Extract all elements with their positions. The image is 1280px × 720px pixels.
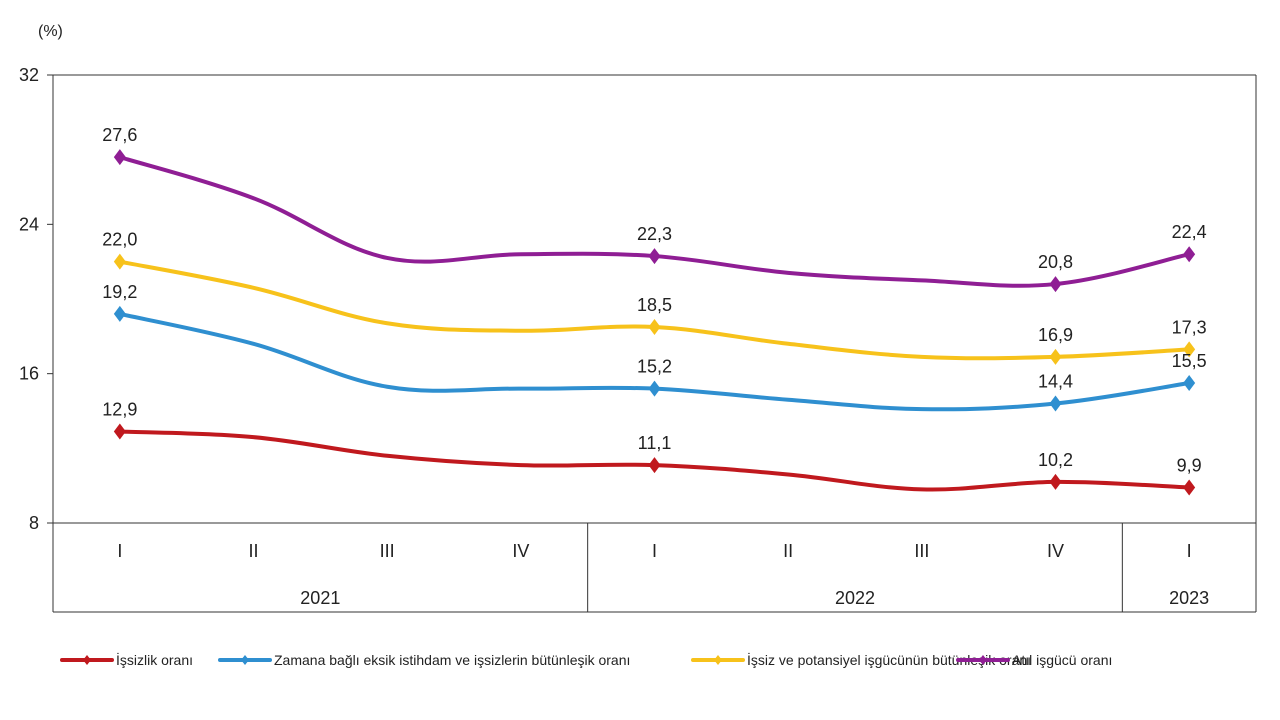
x-category-label: IV bbox=[512, 541, 529, 561]
data-label: 22,0 bbox=[102, 230, 137, 250]
legend-swatch-marker bbox=[241, 655, 249, 665]
plot-area bbox=[47, 74, 1257, 613]
legend-swatch-marker bbox=[714, 655, 722, 665]
data-point-marker bbox=[1183, 479, 1196, 496]
data-point-marker bbox=[1183, 375, 1196, 391]
series-line bbox=[117, 155, 1192, 288]
series-markers bbox=[113, 149, 1196, 496]
y-tick-label: 8 bbox=[29, 513, 39, 533]
data-label: 16,9 bbox=[1038, 325, 1073, 345]
x-category-label: III bbox=[380, 541, 395, 561]
data-point-marker bbox=[648, 380, 661, 397]
data-label: 10,2 bbox=[1038, 450, 1073, 470]
y-tick-label: 24 bbox=[19, 214, 39, 234]
data-point-marker bbox=[113, 423, 126, 440]
x-category-label: I bbox=[1187, 541, 1192, 561]
x-axis-category-labels: I II III IV I II III IV I bbox=[117, 541, 1191, 561]
x-year-label: 2021 bbox=[300, 588, 340, 608]
legend: İşsizlik oranı Zamana bağlı eksik istihda… bbox=[60, 651, 1112, 668]
data-point-marker bbox=[1049, 395, 1062, 412]
x-category-label: I bbox=[117, 541, 122, 561]
data-label: 15,2 bbox=[637, 357, 672, 377]
y-axis-tick-labels: 8 16 24 32 bbox=[19, 65, 39, 533]
x-category-label: III bbox=[914, 541, 929, 561]
y-axis-unit-label: (%) bbox=[38, 23, 63, 40]
data-label: 17,3 bbox=[1172, 317, 1207, 337]
data-point-marker bbox=[648, 457, 661, 474]
x-category-label: II bbox=[248, 541, 258, 561]
y-tick-label: 32 bbox=[19, 65, 39, 85]
data-point-marker bbox=[113, 305, 126, 322]
data-label: 22,3 bbox=[637, 224, 672, 244]
data-label: 12,9 bbox=[102, 400, 137, 420]
legend-label: Zamana bağlı eksik istihdam ve işsizleri… bbox=[274, 652, 630, 668]
x-year-label: 2023 bbox=[1169, 588, 1209, 608]
data-point-marker bbox=[1049, 348, 1062, 365]
legend-label: İşsizlik oranı bbox=[116, 651, 193, 668]
data-point-marker bbox=[1049, 276, 1062, 293]
x-axis-year-labels: 2021 2022 2023 bbox=[300, 588, 1209, 608]
data-label: 14,4 bbox=[1038, 372, 1073, 392]
legend-swatch-marker bbox=[979, 655, 987, 665]
y-tick-label: 16 bbox=[19, 364, 39, 384]
data-label: 9,9 bbox=[1177, 456, 1202, 476]
data-label: 18,5 bbox=[637, 295, 672, 315]
data-point-marker bbox=[1183, 341, 1196, 358]
x-category-label: II bbox=[783, 541, 793, 561]
data-point-marker bbox=[1049, 473, 1062, 490]
data-label: 15,5 bbox=[1172, 351, 1207, 371]
data-point-marker bbox=[113, 253, 126, 270]
data-label: 20,8 bbox=[1038, 252, 1073, 272]
data-label: 11,1 bbox=[638, 433, 672, 453]
legend-swatch-marker bbox=[83, 655, 91, 665]
x-category-label: I bbox=[652, 541, 657, 561]
data-point-marker bbox=[1183, 246, 1196, 263]
data-point-marker bbox=[648, 248, 661, 265]
x-year-label: 2022 bbox=[835, 588, 875, 608]
data-point-marker bbox=[113, 149, 126, 166]
x-category-label: IV bbox=[1047, 541, 1064, 561]
legend-label: İşsiz ve potansiyel işgücünün bütünleşik… bbox=[747, 651, 1031, 668]
data-label: 27,6 bbox=[102, 125, 137, 145]
data-point-marker bbox=[648, 319, 661, 335]
legend-label: Atıl işgücü oranı bbox=[1012, 652, 1112, 668]
data-labels: 12,9 11,1 10,2 9,9 19,2 15,2 14,4 15,5 22,0 18,5 1… bbox=[102, 125, 1206, 475]
data-label: 22,4 bbox=[1172, 222, 1207, 242]
data-label: 19,2 bbox=[102, 282, 137, 302]
